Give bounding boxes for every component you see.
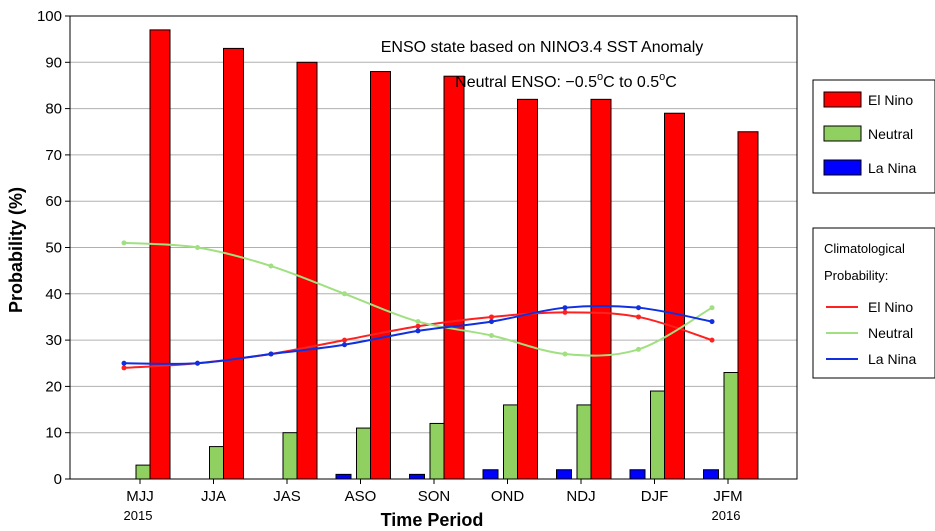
climatology-point-la-nina-JJA (195, 360, 200, 366)
bar-la-nina-OND (482, 469, 499, 480)
climatology-point-el-nino-MJJ (121, 365, 127, 371)
annotation-degree-1: o (597, 71, 603, 83)
climatology-point-neutral-SON (415, 319, 421, 325)
climatology-point-la-nina-OND (489, 319, 494, 325)
bar-el-nino-SON (443, 75, 465, 480)
y-tick-label-80: 80 (45, 101, 62, 118)
annotation-mid: C to 0.5 (603, 74, 659, 91)
legend-clim-label-neutral: Neutral (868, 325, 913, 341)
legend-swatch-neutral (823, 125, 862, 142)
bar-el-nino-JAS (296, 61, 318, 480)
bar-el-nino-MJJ (149, 29, 171, 480)
y-tick-label-0: 0 (54, 471, 62, 488)
climatology-point-neutral-DJF (636, 346, 641, 352)
climatology-point-neutral-MJJ (121, 240, 127, 246)
bar-el-nino-NDJ (590, 98, 612, 480)
climatology-point-el-nino-SON (415, 323, 421, 329)
climatology-point-neutral-JFM (709, 305, 715, 311)
climatology-point-la-nina-MJJ (121, 360, 127, 366)
bar-la-nina-DJF (629, 469, 646, 480)
x-tick-label-OND: OND (491, 488, 525, 505)
climatology-point-el-nino-NDJ (562, 309, 568, 315)
x-tick-label-NDJ: NDJ (566, 488, 595, 505)
x-tick-label-ASO: ASO (345, 488, 377, 505)
climatology-point-neutral-JJA (195, 245, 200, 250)
bar-el-nino-ASO (370, 71, 391, 480)
legend-label-la-nina: La Nina (868, 160, 916, 176)
bar-la-nina-JFM (703, 469, 719, 480)
annotation-suffix: C (665, 74, 677, 91)
y-tick-label-10: 10 (45, 425, 62, 442)
x-tick-label-JJA: JJA (201, 488, 226, 505)
bar-el-nino-OND (517, 98, 538, 480)
legend-label-el-nino: El Nino (868, 92, 913, 108)
legend-clim-label-el-nino: El Nino (868, 299, 913, 315)
climatology-point-el-nino-DJF (636, 314, 641, 320)
climatology-point-neutral-OND (489, 332, 494, 338)
bar-la-nina-NDJ (556, 469, 572, 480)
climatology-point-el-nino-JFM (709, 337, 715, 343)
climatology-point-el-nino-ASO (342, 337, 347, 343)
climatology-point-la-nina-JAS (268, 351, 274, 357)
legend-forecast: El Nino Neutral La Nina (812, 79, 935, 194)
legend-swatch-la-nina (823, 159, 862, 176)
y-tick-label-90: 90 (45, 54, 62, 71)
climatology-line-neutral (123, 241, 713, 357)
climatology-point-la-nina-DJF (636, 305, 641, 311)
bars (135, 29, 759, 480)
year-label-2015: 2015 (124, 508, 153, 523)
legend-climatology-box (812, 227, 935, 379)
legend-climatology: Climatological Probability: El Nino Neutr… (812, 227, 935, 379)
annotation-line-1: ENSO state based on NINO3.4 SST Anomaly (381, 39, 704, 56)
x-tick-label-MJJ: MJJ (126, 488, 154, 505)
y-tick-label-50: 50 (45, 240, 62, 257)
y-axis-label: Probability (%) (6, 187, 26, 313)
legend-clim-label-la-nina: La Nina (868, 351, 916, 367)
climatology-lines (121, 240, 715, 371)
legend-climatology-subtitle: Probability: (824, 268, 888, 283)
x-tick-label-SON: SON (418, 488, 451, 505)
bar-la-nina-SON (409, 473, 425, 480)
legend-label-neutral: Neutral (868, 126, 913, 142)
y-axis-ticks: 0 10 20 30 40 50 60 70 80 90 100 (37, 8, 70, 488)
x-axis-label: Time Period (381, 510, 484, 530)
y-tick-label-100: 100 (37, 8, 62, 25)
year-label-2016: 2016 (712, 508, 741, 523)
annotation-degree-2: o (659, 71, 665, 83)
y-tick-label-30: 30 (45, 332, 62, 349)
annotation-line-2: Neutral ENSO: −0.5oC to 0.5oC (455, 71, 677, 91)
climatology-point-neutral-NDJ (562, 351, 568, 357)
gridlines (70, 61, 797, 434)
y-tick-label-70: 70 (45, 147, 62, 164)
x-axis-ticks: MJJ JJA JAS ASO SON OND NDJ DJF JFM 2015 2016 (124, 479, 743, 523)
climatology-point-el-nino-OND (489, 314, 494, 320)
climatology-point-la-nina-ASO (342, 342, 347, 348)
annotation-prefix: Neutral ENSO: −0.5 (455, 74, 597, 91)
bar-el-nino-JFM (737, 131, 759, 480)
y-tick-label-40: 40 (45, 286, 62, 303)
climatology-point-neutral-ASO (342, 291, 347, 297)
climatology-point-la-nina-SON (415, 328, 421, 334)
bar-el-nino-JJA (223, 47, 244, 480)
y-tick-label-60: 60 (45, 193, 62, 210)
legend-swatch-el-nino (823, 91, 862, 108)
bar-el-nino-DJF (664, 112, 685, 480)
climatology-point-la-nina-NDJ (562, 305, 568, 311)
x-tick-label-JAS: JAS (273, 488, 301, 505)
bar-la-nina-ASO (335, 473, 352, 480)
legend-climatology-title: Climatological (824, 241, 905, 256)
climatology-point-neutral-JAS (268, 263, 274, 269)
climatology-point-la-nina-JFM (709, 319, 715, 325)
y-tick-label-20: 20 (45, 378, 62, 395)
x-tick-label-JFM: JFM (713, 488, 742, 505)
x-tick-label-DJF: DJF (641, 488, 669, 505)
